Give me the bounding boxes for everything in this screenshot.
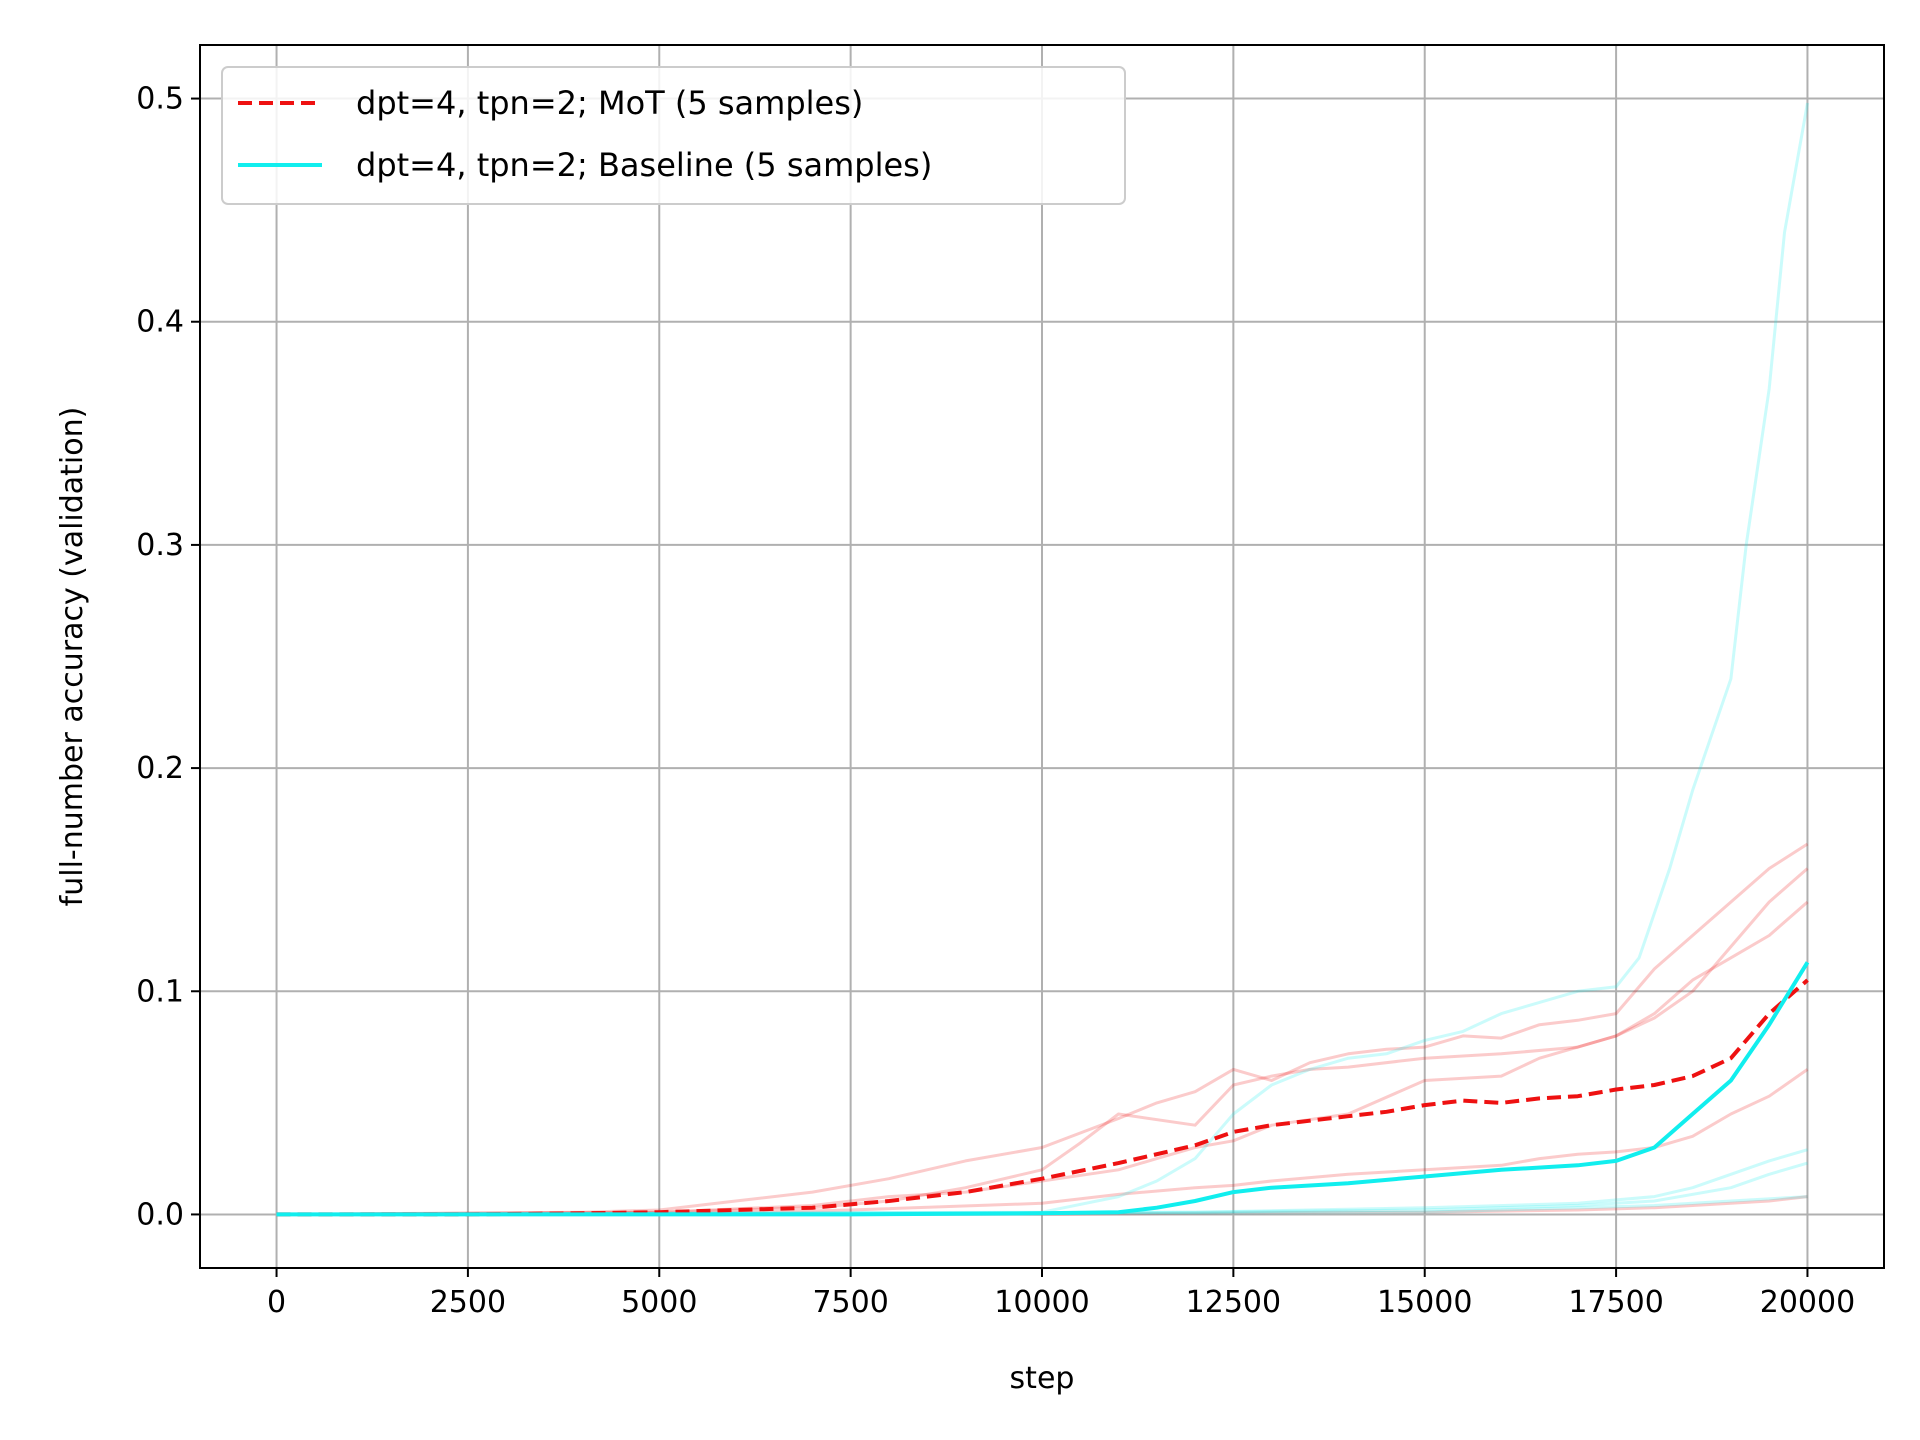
x-tick-label: 12500 bbox=[1186, 1285, 1281, 1320]
x-tick-label: 5000 bbox=[621, 1285, 697, 1320]
legend-label-mot: dpt=4, tpn=2; MoT (5 samples) bbox=[356, 84, 863, 122]
sample-line bbox=[276, 1195, 1808, 1216]
legend-label-baseline: dpt=4, tpn=2; Baseline (5 samples) bbox=[356, 146, 932, 184]
y-tick-label: 0.2 bbox=[136, 751, 184, 786]
mean-lines bbox=[276, 961, 1810, 1217]
series-line-baseline bbox=[276, 961, 1810, 1217]
legend: dpt=4, tpn=2; MoT (5 samples) dpt=4, tpn… bbox=[221, 66, 1126, 205]
grid bbox=[200, 45, 1884, 1268]
sample-line bbox=[276, 1161, 1808, 1216]
x-tick-label: 0 bbox=[267, 1285, 286, 1320]
y-tick-label: 0.1 bbox=[136, 974, 184, 1009]
sample-line bbox=[276, 1148, 1808, 1216]
legend-box bbox=[221, 66, 1126, 205]
sample-line bbox=[276, 842, 1809, 1216]
y-axis-ticks: 0.0 0.1 0.2 0.3 0.4 0.5 bbox=[136, 82, 200, 1232]
y-tick-label: 0.3 bbox=[136, 528, 184, 563]
x-tick-label: 7500 bbox=[812, 1285, 888, 1320]
sample-line bbox=[276, 102, 1809, 1216]
y-axis-label: full-number accuracy (validation) bbox=[55, 407, 90, 907]
x-tick-label: 17500 bbox=[1568, 1285, 1663, 1320]
y-tick-label: 0.0 bbox=[136, 1197, 184, 1232]
y-tick-label: 0.4 bbox=[136, 305, 184, 340]
x-tick-label: 2500 bbox=[430, 1285, 506, 1320]
series-line-mot bbox=[276, 978, 1809, 1217]
x-axis-ticks: 0 2500 5000 7500 10000 12500 15000 17500 20000 bbox=[267, 1268, 1855, 1320]
y-tick-label: 0.5 bbox=[136, 82, 184, 117]
sample-line bbox=[276, 867, 1809, 1216]
sample-line bbox=[276, 1195, 1808, 1216]
x-axis-label: step bbox=[1010, 1361, 1075, 1396]
x-tick-label: 20000 bbox=[1760, 1285, 1855, 1320]
sample-line bbox=[276, 1068, 1809, 1216]
x-tick-label: 15000 bbox=[1377, 1285, 1472, 1320]
x-tick-label: 10000 bbox=[994, 1285, 1089, 1320]
